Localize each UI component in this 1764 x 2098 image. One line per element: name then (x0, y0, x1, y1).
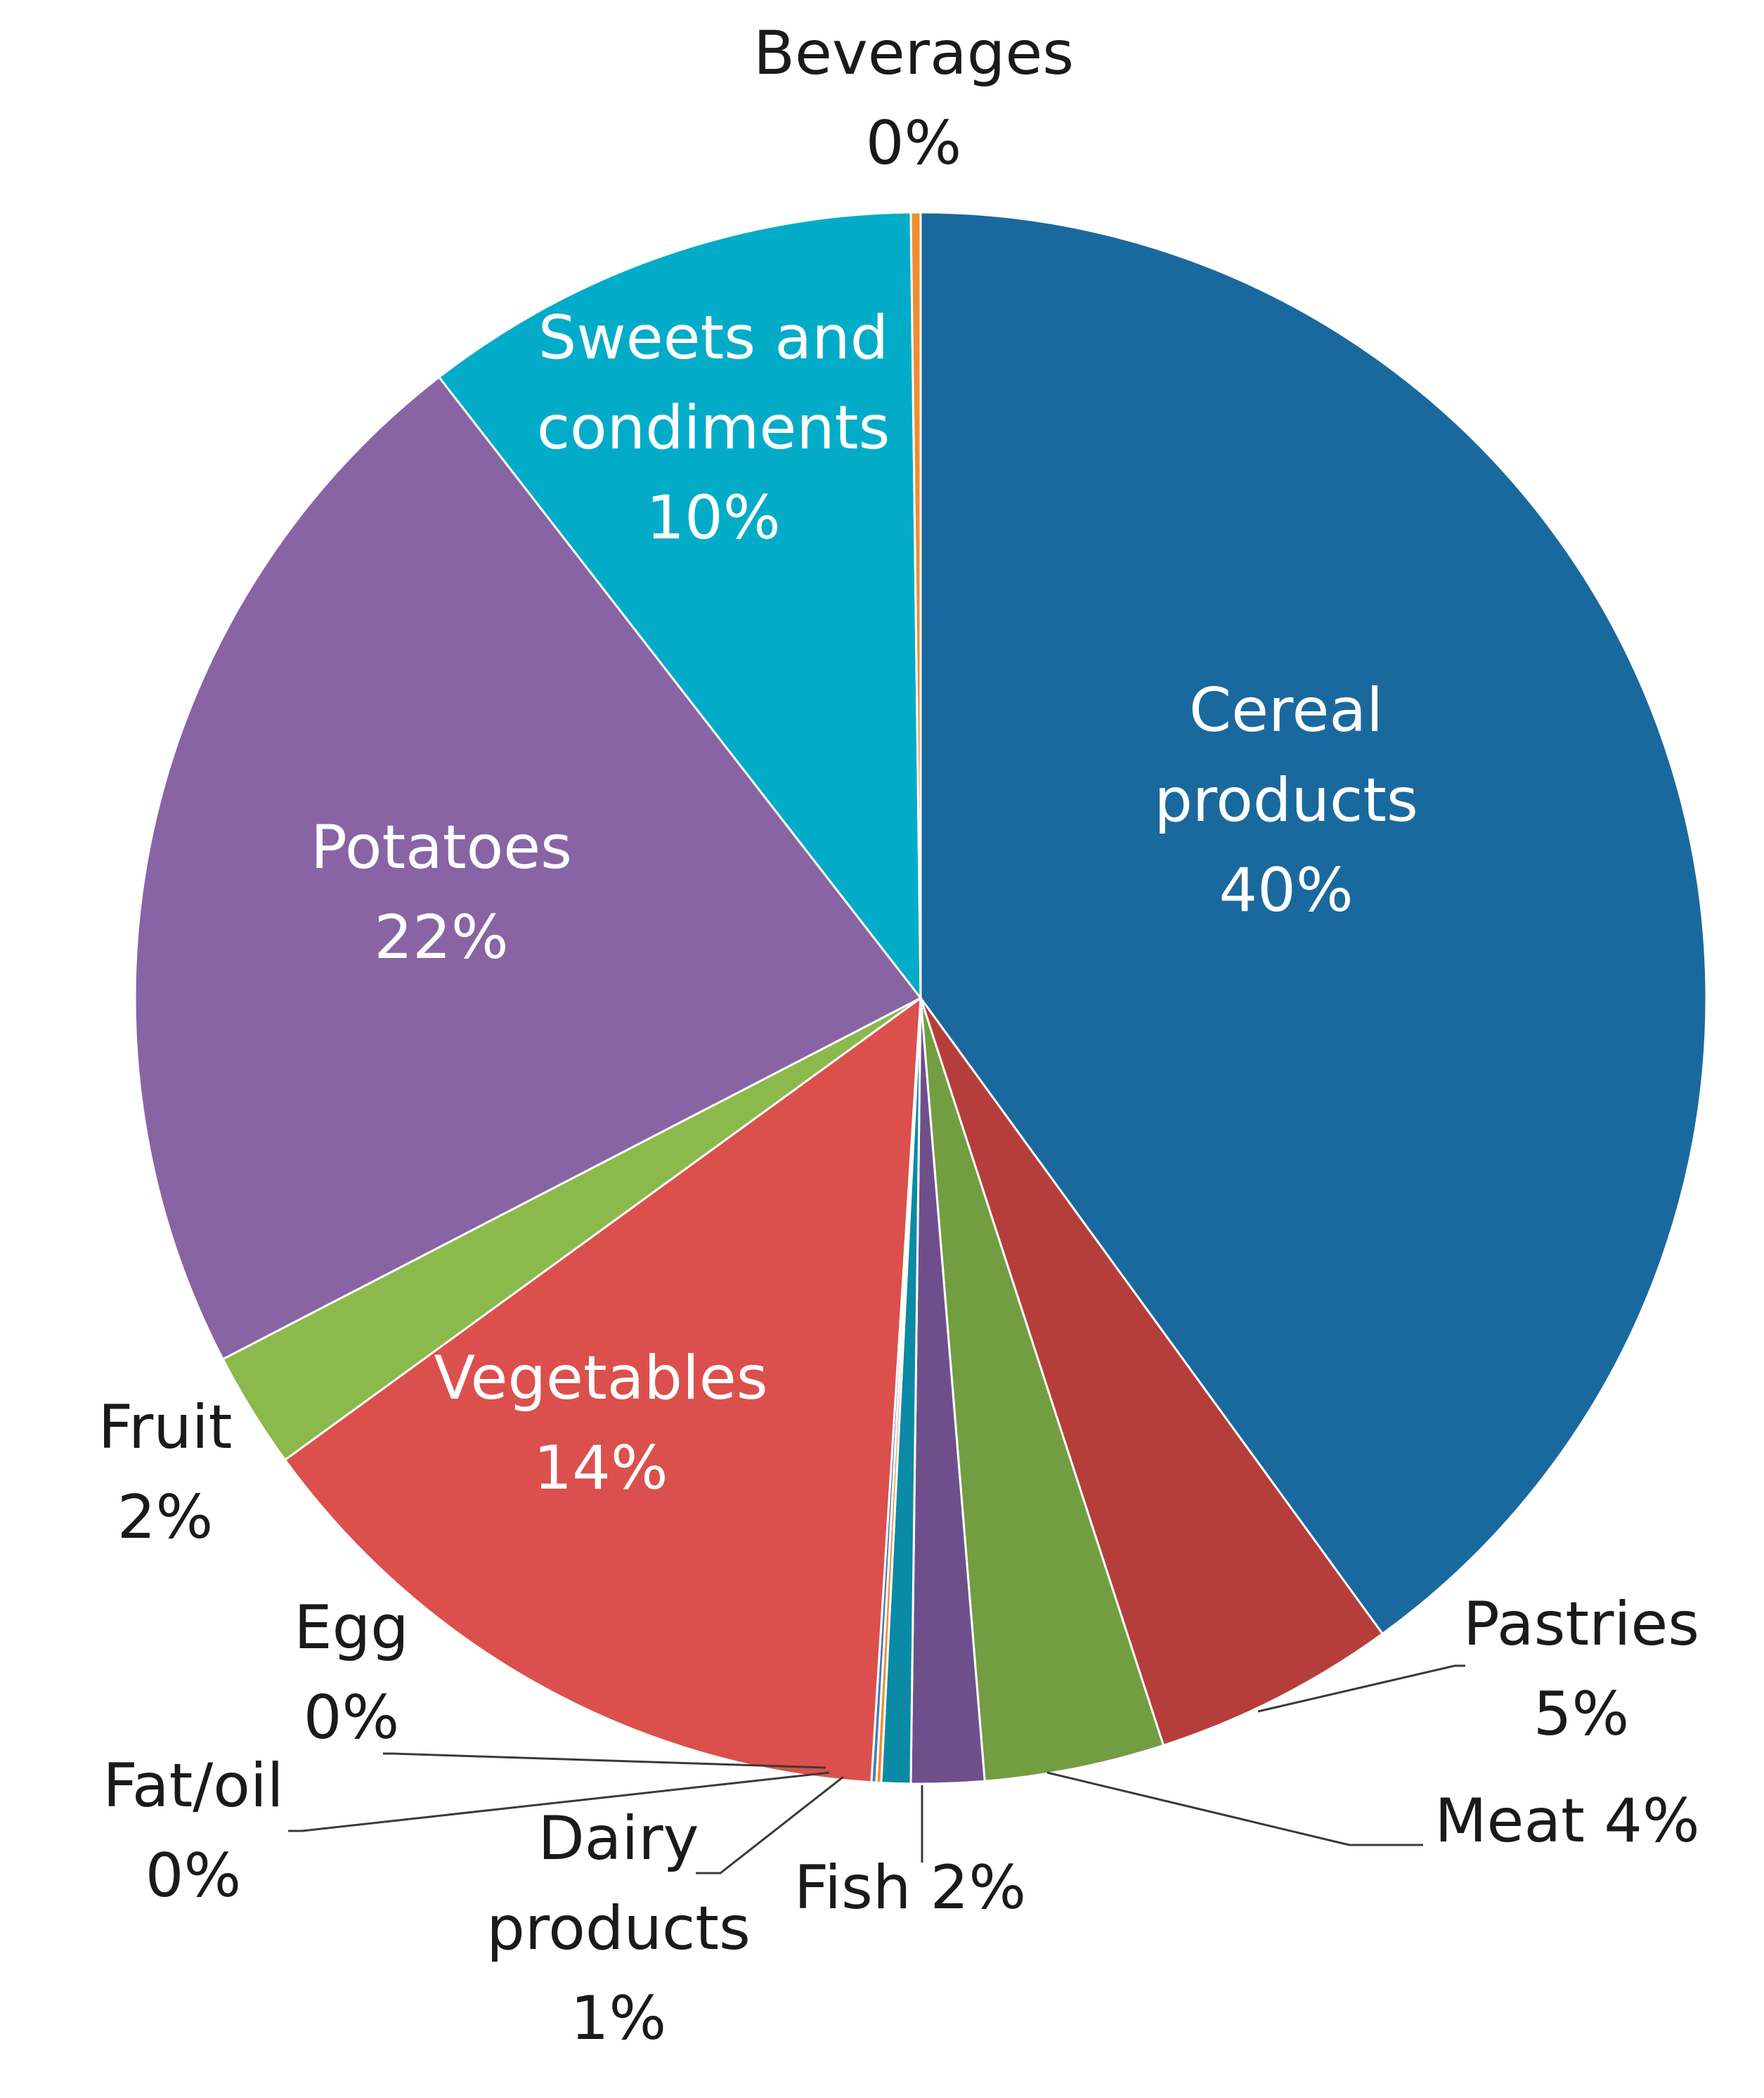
data-label-line: Fish 2% (794, 1853, 1026, 1923)
pie-slice-potatoes (134, 375, 923, 1361)
data-label-sweets-and-condiments: Sweets and condiments 10% (537, 303, 890, 553)
leader-line-fat-oil (288, 1771, 830, 1832)
data-label-beverages: Beverages 0% (753, 18, 1074, 179)
data-label-cereal-products: Cereal products 40% (1154, 675, 1418, 926)
leader-lines (288, 1664, 1465, 1874)
data-labels: Cereal products 40% Pastries 5% Meat 4% Fish 2… (98, 18, 1700, 2054)
data-label-line: Potatoes (311, 812, 572, 883)
leader-line-egg (383, 1752, 826, 1769)
data-label-line: 0% (304, 1683, 399, 1753)
pie-slice-pastries (919, 997, 1384, 1747)
leader-line-pastries (1257, 1664, 1465, 1713)
pie-slice-sweets-and-condiments (437, 211, 922, 1002)
data-label-egg: Egg 0% (294, 1593, 409, 1753)
data-label-line: Sweets and (538, 303, 888, 373)
data-label-line: 14% (533, 1433, 668, 1503)
data-label-line: products (1154, 765, 1418, 836)
data-label-line: 2% (117, 1482, 213, 1553)
data-label-line: products (486, 1893, 751, 1964)
data-label-fruit: Fruit 2% (98, 1392, 233, 1553)
data-label-line: Beverages (753, 18, 1074, 89)
data-label-line: 5% (1533, 1679, 1629, 1749)
data-label-meat: Meat 4% (1434, 1786, 1699, 1856)
data-label-line: 0% (866, 108, 961, 179)
pie-slices (134, 211, 1708, 1785)
pie-slice-meat (919, 997, 1165, 1782)
data-label-line: Vegetables (434, 1343, 767, 1413)
data-label-line: 10% (646, 483, 780, 553)
data-label-line: 1% (571, 1983, 666, 2054)
data-label-line: Pastries (1463, 1589, 1699, 1659)
leader-line-meat (1046, 1771, 1423, 1846)
data-label-line: Fruit (98, 1392, 233, 1463)
data-label-line: condiments (537, 393, 890, 463)
data-label-line: 0% (145, 1841, 241, 1911)
pie-slice-vegetables (283, 995, 922, 1784)
data-label-pastries: Pastries 5% (1463, 1589, 1699, 1749)
data-label-potatoes: Potatoes 22% (311, 812, 572, 973)
data-label-line: 40% (1219, 855, 1353, 926)
data-label-line: Egg (294, 1593, 409, 1663)
data-label-line: Dairy (538, 1804, 699, 1874)
data-label-line: Fat/oil (103, 1751, 283, 1821)
data-label-fish: Fish 2% (794, 1853, 1026, 1923)
data-label-line: Meat 4% (1434, 1786, 1699, 1856)
data-label-vegetables: Vegetables 14% (434, 1343, 767, 1503)
data-label-fat-oil: Fat/oil 0% (103, 1751, 283, 1911)
pie-slice-cereal-products (919, 211, 1708, 1636)
data-label-line: Cereal (1189, 675, 1383, 746)
data-label-dairy-products: Dairy products 1% (486, 1804, 751, 2054)
data-label-line: 22% (374, 902, 508, 973)
pie-slice-beverages (909, 211, 922, 999)
leader-line-dairy-products (696, 1775, 844, 1874)
